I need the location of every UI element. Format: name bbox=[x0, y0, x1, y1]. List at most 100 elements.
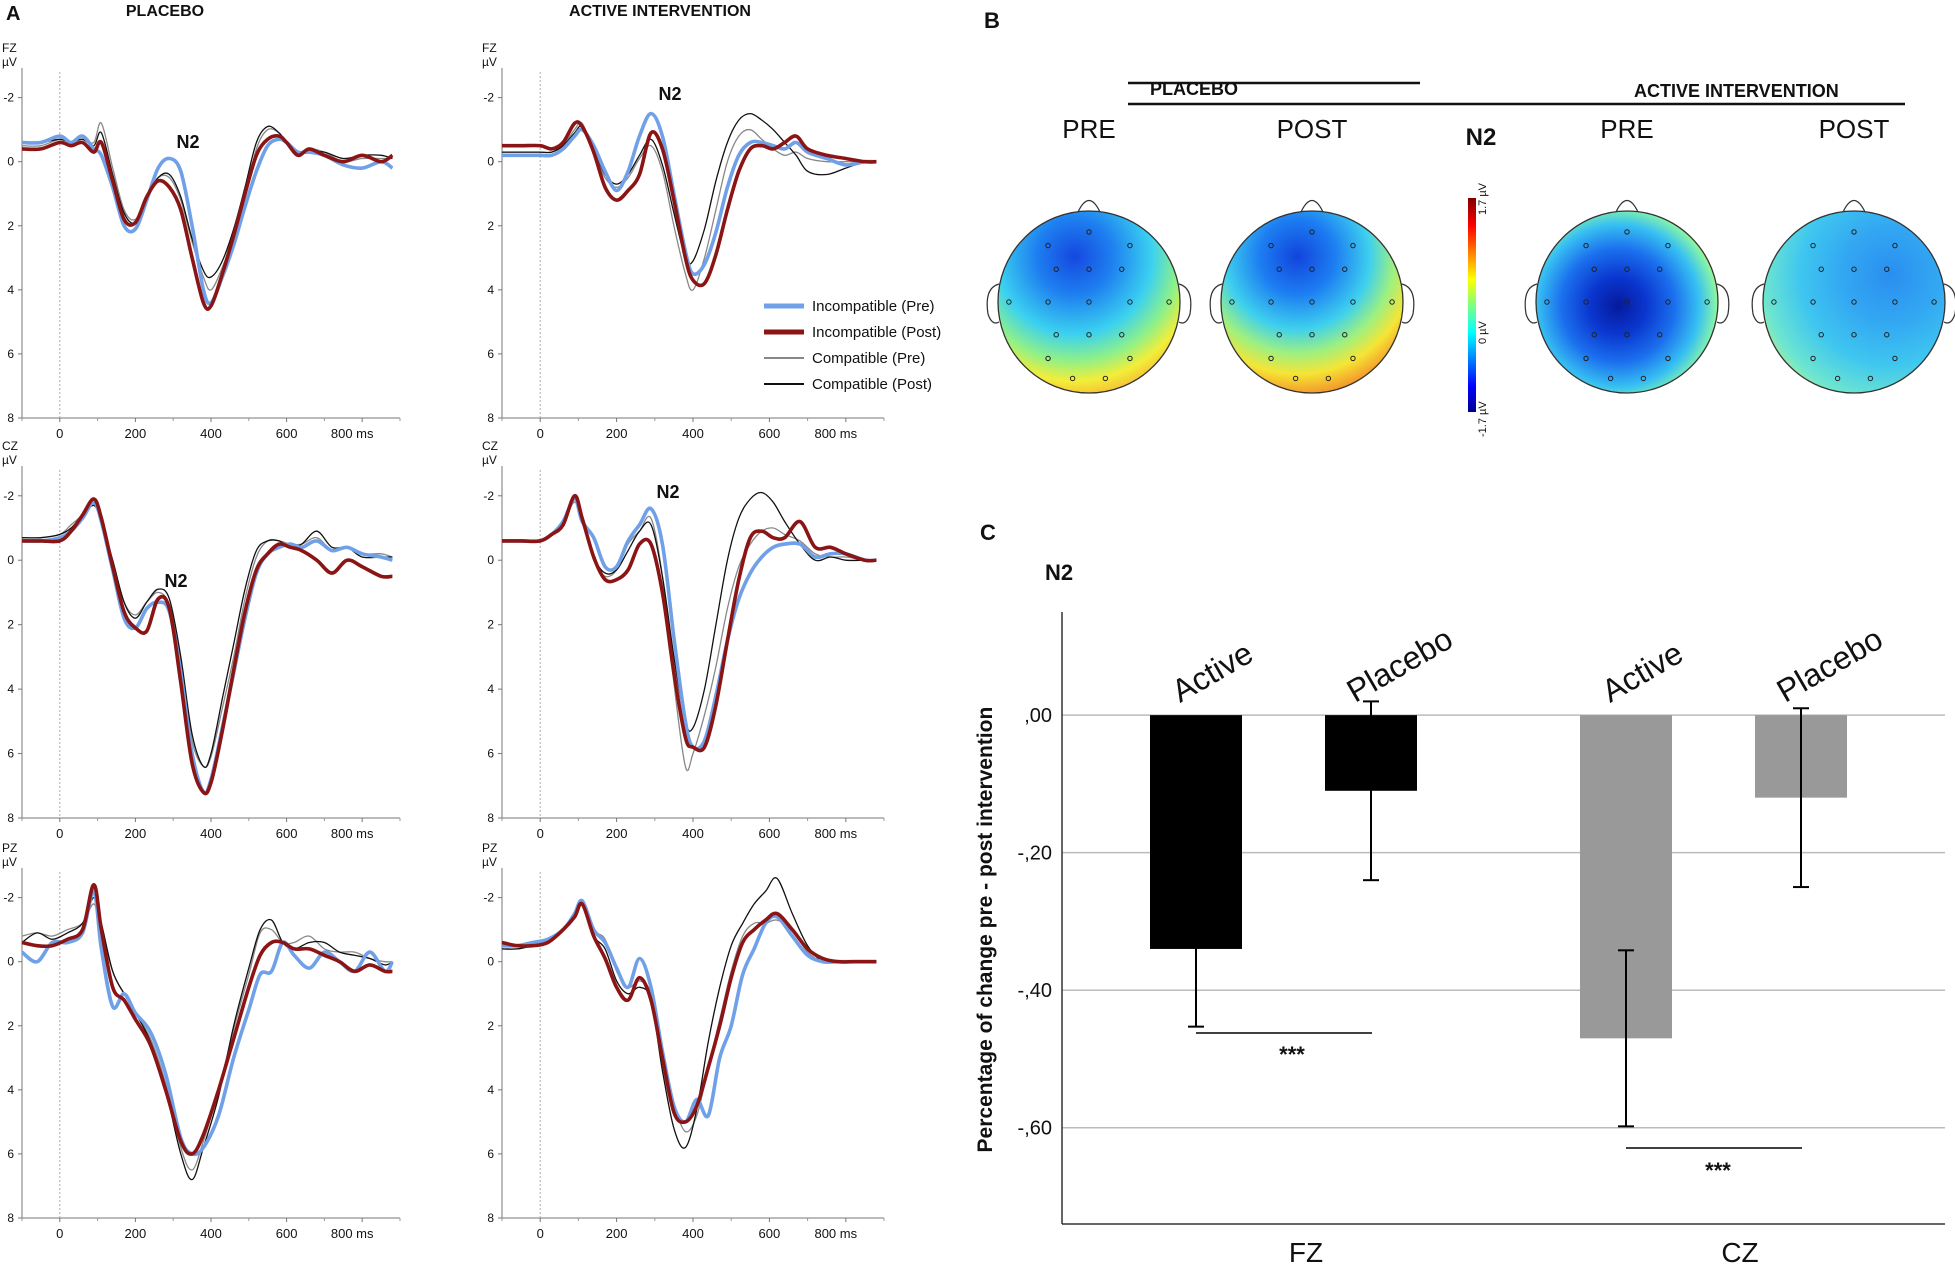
electrode bbox=[1810, 299, 1816, 305]
electrode bbox=[1309, 332, 1315, 338]
series-line-compatible-post bbox=[501, 877, 877, 1149]
electrode bbox=[1884, 332, 1890, 338]
channel-label: CZ bbox=[482, 439, 498, 453]
electrode bbox=[1086, 299, 1092, 305]
electrode bbox=[1389, 299, 1395, 305]
x-tick-label: 400 bbox=[682, 1226, 704, 1241]
unit-label: µV bbox=[2, 855, 17, 869]
series-line-compatible-pre bbox=[502, 121, 877, 292]
channel-label: CZ bbox=[2, 439, 18, 453]
topo-cond-4: POST bbox=[1819, 114, 1890, 144]
y-tick-label: 4 bbox=[7, 283, 14, 297]
electrode bbox=[1665, 355, 1671, 362]
x-tick-label: 600 bbox=[759, 826, 781, 841]
x-tick-label: 200 bbox=[606, 426, 628, 441]
electrode bbox=[1045, 299, 1051, 305]
electrode bbox=[1102, 375, 1109, 382]
electrode bbox=[1867, 375, 1874, 382]
series-line-incompatible-pre bbox=[501, 497, 877, 751]
y-tick-label: 4 bbox=[487, 682, 494, 696]
y-tick-label: 2 bbox=[487, 1019, 494, 1033]
bar-chart: N2 Percentage of change pre - post interv… bbox=[974, 560, 1945, 1268]
x-tick-label: 600 bbox=[276, 426, 298, 441]
y-tick-label: 0 bbox=[487, 955, 494, 969]
nose bbox=[1842, 199, 1866, 213]
legend-label: Compatible (Post) bbox=[812, 376, 932, 393]
topomap-1 bbox=[986, 199, 1192, 394]
electrode bbox=[1292, 375, 1299, 382]
unit-label: µV bbox=[482, 855, 497, 869]
x-tick-label: 0 bbox=[537, 826, 544, 841]
left-ear bbox=[1524, 283, 1538, 324]
series-line-incompatible-post bbox=[21, 883, 393, 1156]
x-tick-label: 0 bbox=[56, 426, 63, 441]
x-tick-label: 800 ms bbox=[331, 1226, 374, 1241]
x-tick-label: 800 ms bbox=[814, 426, 857, 441]
topomap-panel: PLACEBO ACTIVE INTERVENTION PRE POST PRE… bbox=[986, 79, 1955, 437]
y-tick-label: 0 bbox=[487, 553, 494, 567]
electrode bbox=[1818, 266, 1824, 272]
electrode bbox=[1665, 242, 1671, 249]
y-tick-label: 0 bbox=[7, 553, 14, 567]
x-tick-label: 0 bbox=[56, 1226, 63, 1241]
scalp-map bbox=[997, 210, 1181, 394]
colorbar-max: 1.7 µV bbox=[1477, 182, 1489, 215]
electrode bbox=[1544, 299, 1550, 305]
electrode bbox=[1350, 242, 1356, 249]
electrode bbox=[1119, 266, 1125, 272]
panel-c-label: C bbox=[980, 520, 996, 545]
x-tick-label: 0 bbox=[56, 826, 63, 841]
bar-y-tick-label: -,20 bbox=[1018, 843, 1052, 865]
electrode bbox=[1053, 266, 1059, 272]
x-tick-label: 400 bbox=[682, 426, 704, 441]
series-line-incompatible-post bbox=[501, 494, 877, 753]
electrode bbox=[1045, 355, 1051, 362]
series-line-compatible-pre bbox=[21, 122, 393, 291]
topo-active-label: ACTIVE INTERVENTION bbox=[1634, 81, 1839, 101]
series-line-compatible-pre bbox=[21, 903, 393, 1171]
bar-y-label: Percentage of change pre - post interven… bbox=[974, 707, 997, 1153]
electrode bbox=[1127, 355, 1133, 362]
electrode bbox=[1771, 299, 1777, 305]
x-tick-label: 400 bbox=[200, 826, 222, 841]
significance-stars: *** bbox=[1705, 1158, 1731, 1183]
electrode bbox=[1127, 299, 1133, 305]
bar-label: Active bbox=[1166, 634, 1259, 709]
legend-label: Incompatible (Post) bbox=[812, 324, 941, 341]
colorbar bbox=[1468, 198, 1476, 412]
electrode bbox=[1350, 299, 1356, 305]
y-tick-label: 6 bbox=[487, 747, 494, 761]
series-line-incompatible-post bbox=[21, 134, 394, 311]
bar-y-tick-label: ,00 bbox=[1024, 705, 1052, 727]
electrode bbox=[1127, 242, 1133, 249]
electrode bbox=[1591, 266, 1597, 272]
left-ear bbox=[986, 283, 1000, 324]
y-tick-label: 0 bbox=[487, 155, 494, 169]
topo-cond-1: PRE bbox=[1062, 114, 1115, 144]
bar-label: Placebo bbox=[1341, 620, 1459, 709]
electrode bbox=[1069, 375, 1076, 382]
electrode bbox=[1342, 266, 1348, 272]
electrode bbox=[1624, 266, 1630, 272]
topo-cond-3: PRE bbox=[1600, 114, 1653, 144]
unit-label: µV bbox=[482, 55, 497, 69]
n2-annotation: N2 bbox=[176, 132, 199, 152]
y-tick-label: 8 bbox=[487, 1211, 494, 1225]
topomap-3 bbox=[1524, 199, 1730, 394]
series-line-incompatible-pre bbox=[20, 889, 394, 1157]
y-tick-label: 4 bbox=[7, 1083, 14, 1097]
y-tick-label: -2 bbox=[483, 489, 494, 503]
legend-label: Incompatible (Pre) bbox=[812, 298, 935, 315]
x-tick-label: 0 bbox=[537, 1226, 544, 1241]
electrode bbox=[1931, 299, 1937, 305]
series-line-incompatible-pre bbox=[501, 111, 877, 277]
electrode bbox=[1892, 242, 1898, 249]
right-ear bbox=[1716, 283, 1730, 324]
series-line-incompatible-pre bbox=[21, 500, 393, 796]
electrode bbox=[1342, 332, 1348, 338]
y-tick-label: 6 bbox=[7, 347, 14, 361]
n2-annotation: N2 bbox=[656, 482, 679, 502]
